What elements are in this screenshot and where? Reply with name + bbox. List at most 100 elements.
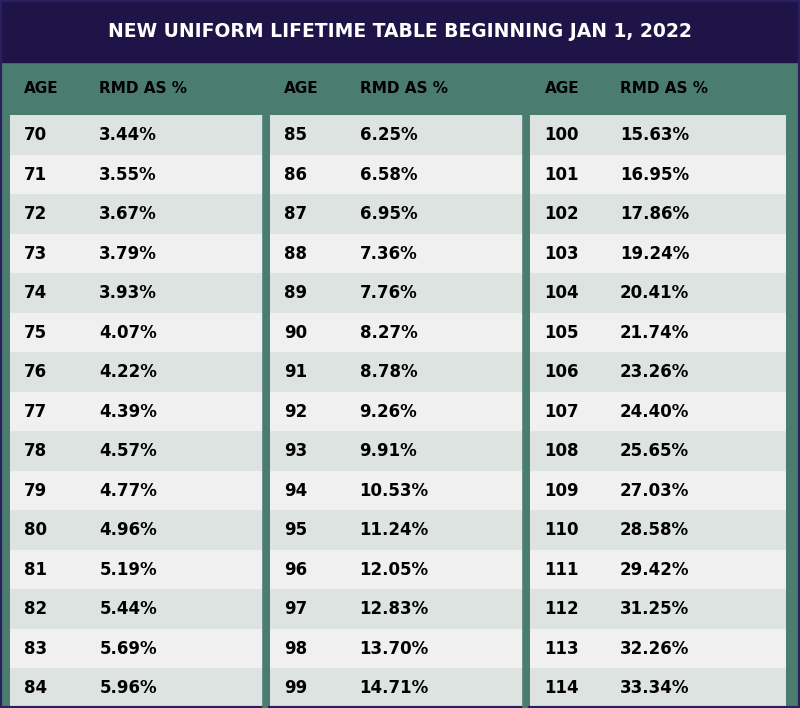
Text: 5.69%: 5.69%	[99, 640, 157, 658]
Text: 109: 109	[545, 481, 579, 500]
FancyBboxPatch shape	[270, 668, 526, 708]
Text: 78: 78	[24, 442, 47, 460]
FancyBboxPatch shape	[270, 115, 526, 155]
Text: 10.53%: 10.53%	[360, 481, 429, 500]
Text: 101: 101	[545, 166, 579, 183]
Text: 87: 87	[284, 205, 307, 223]
Text: 82: 82	[24, 600, 47, 618]
Text: 8.27%: 8.27%	[360, 324, 418, 342]
FancyBboxPatch shape	[270, 234, 526, 273]
Text: 70: 70	[24, 126, 47, 144]
Text: 84: 84	[24, 679, 47, 697]
FancyBboxPatch shape	[530, 510, 786, 550]
FancyBboxPatch shape	[270, 550, 526, 590]
Text: 98: 98	[284, 640, 307, 658]
FancyBboxPatch shape	[10, 313, 265, 353]
Text: 88: 88	[284, 245, 307, 263]
Text: 114: 114	[545, 679, 579, 697]
Text: 11.24%: 11.24%	[360, 521, 429, 539]
Text: 16.95%: 16.95%	[620, 166, 689, 183]
Text: 75: 75	[24, 324, 47, 342]
FancyBboxPatch shape	[10, 392, 265, 431]
Text: 94: 94	[284, 481, 307, 500]
Text: 85: 85	[284, 126, 307, 144]
Text: 13.70%: 13.70%	[360, 640, 429, 658]
Text: 5.19%: 5.19%	[99, 561, 157, 578]
Text: AGE: AGE	[284, 81, 319, 96]
FancyBboxPatch shape	[530, 115, 786, 155]
Text: 15.63%: 15.63%	[620, 126, 689, 144]
FancyBboxPatch shape	[530, 273, 786, 313]
Text: 103: 103	[545, 245, 579, 263]
FancyBboxPatch shape	[10, 471, 265, 510]
FancyBboxPatch shape	[270, 590, 526, 629]
Text: 77: 77	[24, 403, 47, 421]
Text: 9.91%: 9.91%	[360, 442, 418, 460]
Text: 33.34%: 33.34%	[620, 679, 690, 697]
FancyBboxPatch shape	[530, 155, 786, 195]
Text: 3.55%: 3.55%	[99, 166, 157, 183]
Text: 104: 104	[545, 284, 579, 302]
Text: 29.42%: 29.42%	[620, 561, 690, 578]
Text: 99: 99	[284, 679, 307, 697]
Text: 72: 72	[24, 205, 47, 223]
FancyBboxPatch shape	[10, 155, 265, 195]
FancyBboxPatch shape	[10, 353, 265, 392]
Text: 80: 80	[24, 521, 47, 539]
Text: NEW UNIFORM LIFETIME TABLE BEGINNING JAN 1, 2022: NEW UNIFORM LIFETIME TABLE BEGINNING JAN…	[108, 22, 692, 40]
Text: 4.57%: 4.57%	[99, 442, 157, 460]
Text: RMD AS %: RMD AS %	[620, 81, 708, 96]
FancyBboxPatch shape	[530, 431, 786, 471]
FancyBboxPatch shape	[270, 431, 526, 471]
Text: 93: 93	[284, 442, 307, 460]
FancyBboxPatch shape	[270, 155, 526, 195]
Text: 3.44%: 3.44%	[99, 126, 158, 144]
Text: 27.03%: 27.03%	[620, 481, 690, 500]
FancyBboxPatch shape	[270, 629, 526, 668]
Text: 31.25%: 31.25%	[620, 600, 689, 618]
FancyBboxPatch shape	[10, 629, 265, 668]
FancyBboxPatch shape	[10, 234, 265, 273]
FancyBboxPatch shape	[270, 392, 526, 431]
Text: 74: 74	[24, 284, 47, 302]
Text: 25.65%: 25.65%	[620, 442, 689, 460]
FancyBboxPatch shape	[270, 313, 526, 353]
Text: 95: 95	[284, 521, 307, 539]
Text: 73: 73	[24, 245, 47, 263]
Text: 90: 90	[284, 324, 307, 342]
Text: 3.79%: 3.79%	[99, 245, 158, 263]
Text: 12.83%: 12.83%	[360, 600, 429, 618]
Text: 32.26%: 32.26%	[620, 640, 690, 658]
Text: 19.24%: 19.24%	[620, 245, 690, 263]
FancyBboxPatch shape	[530, 234, 786, 273]
FancyBboxPatch shape	[530, 590, 786, 629]
Text: 6.58%: 6.58%	[360, 166, 417, 183]
FancyBboxPatch shape	[530, 629, 786, 668]
Text: 113: 113	[545, 640, 579, 658]
Text: 107: 107	[545, 403, 579, 421]
Text: 14.71%: 14.71%	[360, 679, 429, 697]
Text: 3.67%: 3.67%	[99, 205, 157, 223]
Text: 86: 86	[284, 166, 307, 183]
Text: 112: 112	[545, 600, 579, 618]
Text: 92: 92	[284, 403, 307, 421]
Text: 8.78%: 8.78%	[360, 363, 418, 381]
Text: 7.76%: 7.76%	[360, 284, 418, 302]
Text: 89: 89	[284, 284, 307, 302]
Text: 105: 105	[545, 324, 579, 342]
Text: 4.22%: 4.22%	[99, 363, 158, 381]
FancyBboxPatch shape	[0, 0, 800, 62]
Text: 102: 102	[545, 205, 579, 223]
Text: RMD AS %: RMD AS %	[99, 81, 187, 96]
FancyBboxPatch shape	[10, 550, 265, 590]
Text: 6.95%: 6.95%	[360, 205, 418, 223]
FancyBboxPatch shape	[10, 668, 265, 708]
Text: 28.58%: 28.58%	[620, 521, 689, 539]
Text: 17.86%: 17.86%	[620, 205, 689, 223]
Text: 21.74%: 21.74%	[620, 324, 690, 342]
FancyBboxPatch shape	[530, 353, 786, 392]
Text: 81: 81	[24, 561, 47, 578]
Text: 4.39%: 4.39%	[99, 403, 158, 421]
FancyBboxPatch shape	[530, 313, 786, 353]
Text: 91: 91	[284, 363, 307, 381]
